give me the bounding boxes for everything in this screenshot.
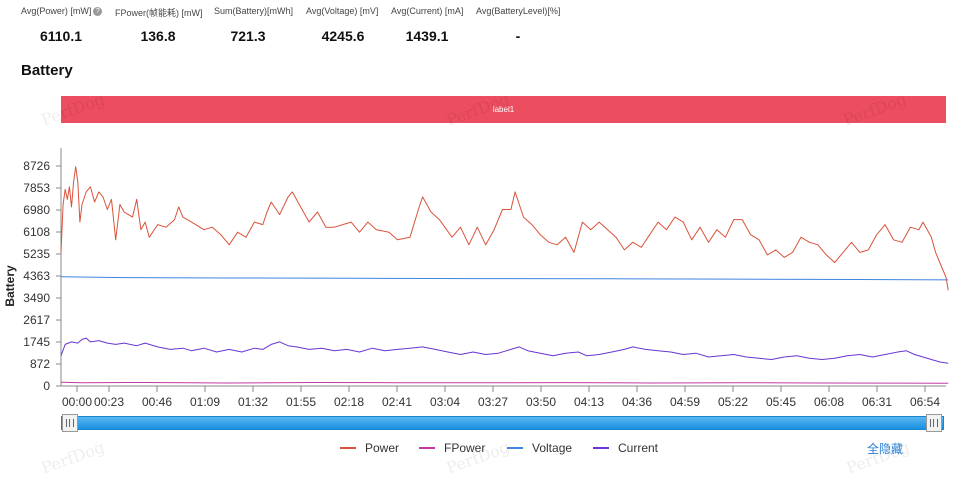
hide-all-button[interactable]: 全隐藏 — [867, 442, 904, 456]
slider-left-handle[interactable] — [62, 414, 78, 432]
y-tick-label: 8726 — [23, 159, 50, 173]
stat-value: - — [515, 28, 521, 44]
stat-item: Sum(Battery)[mWh] 721.3 — [214, 6, 293, 44]
stat-value: 1439.1 — [405, 28, 449, 44]
stat-label: Avg(Current) [mA] — [391, 6, 463, 16]
x-tick-label: 04:13 — [574, 395, 604, 409]
stat-item: Avg(Voltage) [mV] 4245.6 — [306, 6, 378, 44]
x-tick-label: 02:18 — [334, 395, 364, 409]
stat-item: Avg(BatteryLevel)[%] - — [476, 6, 560, 44]
series-line-fpower — [60, 381, 949, 384]
series-line-voltage — [60, 276, 949, 281]
stat-label-text: FPower(帧能耗) [mW] — [115, 8, 203, 18]
legend-swatch-icon — [593, 447, 609, 449]
series-line-current — [60, 337, 949, 364]
legend-item-current[interactable]: Current — [593, 441, 658, 455]
y-tick-label: 6108 — [23, 225, 50, 239]
stat-label-text: Avg(Power) [mW] — [21, 6, 92, 16]
stat-value: 136.8 — [140, 28, 176, 44]
y-tick-label: 7853 — [23, 181, 50, 195]
grip-icon — [66, 419, 74, 427]
legend-item-power[interactable]: Power — [340, 441, 399, 455]
label-bar-text: label1 — [492, 105, 515, 114]
x-tick-label: 00:23 — [94, 395, 124, 409]
x-tick-label: 03:04 — [430, 395, 460, 409]
stat-label: FPower(帧能耗) [mW] — [115, 6, 203, 19]
stat-value: 721.3 — [230, 28, 266, 44]
stat-label: Sum(Battery)[mWh] — [214, 6, 293, 16]
y-tick-label: 6980 — [23, 203, 50, 217]
y-tick-label: 1745 — [23, 335, 50, 349]
y-tick-label: 0 — [43, 379, 50, 393]
stat-value: 4245.6 — [321, 28, 365, 44]
y-tick-label: 2617 — [23, 313, 50, 327]
stats-bar: Avg(Power) [mW]? 6110.1 FPower(帧能耗) [mW] 13… — [0, 6, 954, 46]
slider-right-handle[interactable] — [926, 414, 942, 432]
time-range-slider[interactable] — [61, 416, 944, 430]
section-title: Battery — [21, 62, 73, 79]
legend-swatch-icon — [507, 447, 523, 449]
stat-label: Avg(Power) [mW]? — [21, 6, 103, 16]
help-icon[interactable]: ? — [93, 6, 103, 16]
series-line-power — [60, 166, 949, 291]
stat-label-text: Avg(BatteryLevel)[%] — [476, 6, 561, 16]
y-tick-label: 872 — [30, 357, 50, 371]
x-tick-label: 02:41 — [382, 395, 412, 409]
grip-icon — [930, 419, 938, 427]
stat-item: FPower(帧能耗) [mW] 136.8 — [115, 6, 203, 44]
stat-label-text: Avg(Voltage) [mV] — [306, 6, 379, 16]
x-tick-label: 06:54 — [910, 395, 940, 409]
legend-label: Power — [365, 441, 400, 455]
battery-chart[interactable]: 0 872 1745 2617 3490 4363 5235 6108 6980 7853 8726… — [0, 130, 954, 410]
legend-item-fpower[interactable]: FPower — [419, 441, 485, 455]
y-tick-label: 3490 — [23, 291, 50, 305]
legend-label: Current — [618, 441, 659, 455]
legend-item-voltage[interactable]: Voltage — [507, 441, 572, 455]
x-tick-label: 05:45 — [766, 395, 796, 409]
x-tick-label: 04:36 — [622, 395, 652, 409]
x-tick-label: 03:27 — [478, 395, 508, 409]
legend-label: FPower — [444, 441, 486, 455]
stat-value: 6110.1 — [39, 28, 83, 44]
y-tick-label: 5235 — [23, 247, 50, 261]
y-axis-label: Battery — [3, 265, 17, 307]
x-tick-label: 06:08 — [814, 395, 844, 409]
x-tick-label: 01:55 — [286, 395, 316, 409]
x-tick-label: 01:09 — [190, 395, 220, 409]
x-tick-label: 01:32 — [238, 395, 268, 409]
legend-label: Voltage — [532, 441, 573, 455]
x-tick-label: 03:50 — [526, 395, 556, 409]
stat-label: Avg(Voltage) [mV] — [306, 6, 378, 16]
x-tick-label: 04:59 — [670, 395, 700, 409]
x-tick-label: 00:00 — [62, 395, 92, 409]
stat-label-text: Avg(Current) [mA] — [391, 6, 464, 16]
stat-item: Avg(Current) [mA] 1439.1 — [391, 6, 463, 44]
stat-label: Avg(BatteryLevel)[%] — [476, 6, 560, 16]
stat-label-text: Sum(Battery)[mWh] — [214, 6, 294, 16]
x-tick-label: 06:31 — [862, 395, 892, 409]
label-bar[interactable]: label1 — [61, 96, 946, 123]
chart-legend: Power FPower Voltage Current — [0, 441, 954, 457]
legend-swatch-icon — [340, 447, 356, 449]
x-tick-label: 00:46 — [142, 395, 172, 409]
y-tick-label: 4363 — [23, 269, 50, 283]
stat-item: Avg(Power) [mW]? 6110.1 — [21, 6, 103, 44]
legend-swatch-icon — [419, 447, 435, 449]
x-tick-label: 05:22 — [718, 395, 748, 409]
